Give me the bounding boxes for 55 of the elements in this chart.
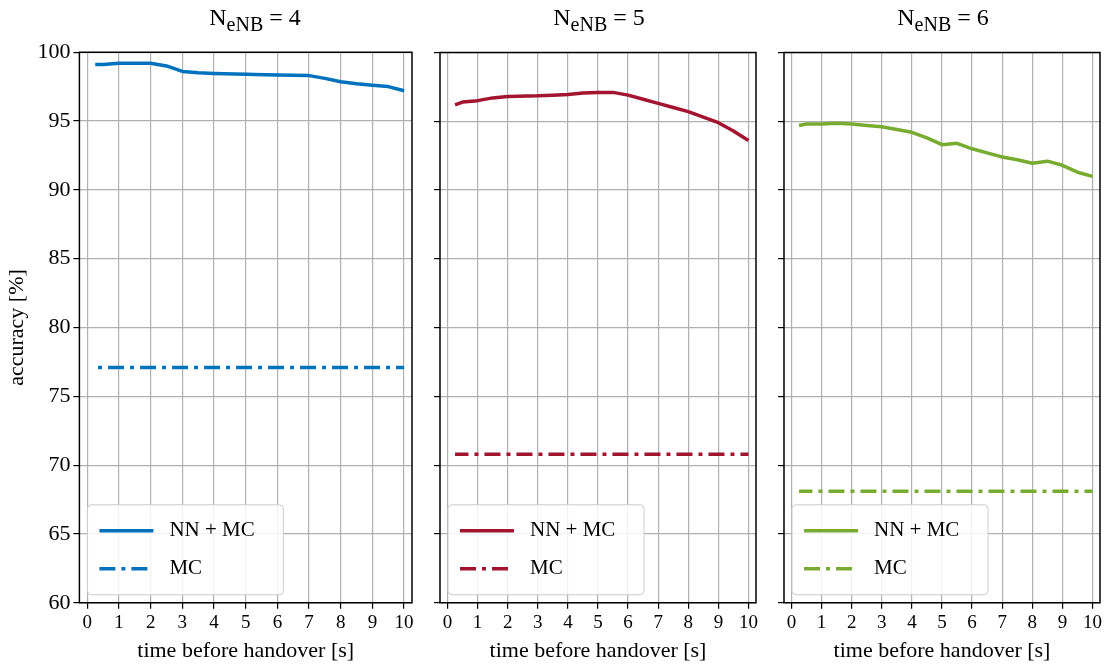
x-tick-label: 9	[1057, 611, 1068, 633]
legend-label: MC	[874, 555, 907, 580]
x-tick-label: 4	[563, 611, 574, 633]
y-tick-label: 95	[48, 106, 71, 132]
legend-label: NN + MC	[874, 517, 960, 542]
x-tick-label: 8	[1027, 611, 1038, 633]
chart-title: N$_{eNB}$ = 5	[552, 3, 646, 36]
y-tick-label: 100	[37, 37, 71, 63]
x-tick-label: 9	[713, 611, 724, 633]
x-tick-label: 3	[533, 611, 543, 633]
x-tick-label: 0	[442, 611, 453, 633]
x-tick-label: 4	[907, 611, 918, 633]
x-tick-label: 4	[209, 611, 220, 633]
x-axis-title: time before handover [s]	[137, 636, 355, 662]
x-tick-label: 1	[114, 611, 124, 633]
x-tick-label: 1	[816, 611, 827, 633]
x-tick-label: 6	[623, 611, 633, 633]
x-tick-label: 8	[683, 611, 694, 633]
x-axis-title: time before handover [s]	[833, 636, 1051, 662]
x-tick-label: 2	[846, 611, 857, 633]
x-tick-label: 6	[967, 611, 977, 633]
x-tick-label: 10	[394, 611, 414, 633]
legend-label: NN + MC	[169, 517, 255, 542]
x-tick-label: 3	[877, 611, 887, 633]
x-tick-label: 5	[937, 611, 947, 633]
x-tick-label: 0	[786, 611, 797, 633]
legend-label: NN + MC	[530, 517, 616, 542]
x-tick-label: 5	[240, 611, 251, 633]
x-tick-label: 10	[1082, 611, 1102, 633]
x-tick-label: 10	[738, 611, 758, 633]
x-tick-label: 6	[272, 611, 283, 633]
x-tick-label: 8	[335, 611, 346, 633]
x-tick-label: 7	[653, 611, 663, 633]
y-tick-label: 75	[48, 382, 71, 408]
chart-title: N$_{eNB}$ = 4	[208, 3, 302, 36]
x-tick-label: 1	[472, 611, 483, 633]
x-tick-label: 7	[997, 611, 1007, 633]
x-tick-label: 5	[593, 611, 603, 633]
x-tick-label: 2	[145, 611, 156, 633]
y-tick-label: 60	[48, 588, 71, 614]
chart-title: N$_{eNB}$ = 6	[896, 3, 990, 36]
legend-label: MC	[169, 555, 203, 580]
y-tick-label: 80	[48, 313, 71, 339]
legend-label: MC	[530, 555, 563, 580]
y-tick-label: 90	[48, 175, 71, 201]
y-tick-label: 70	[48, 450, 71, 476]
x-tick-label: 9	[367, 611, 378, 633]
x-tick-label: 2	[502, 611, 513, 633]
x-tick-label: 3	[177, 611, 188, 633]
x-axis-title: time before handover [s]	[489, 636, 707, 662]
y-axis-title: accuracy [%]	[2, 269, 28, 386]
y-tick-label: 65	[48, 519, 71, 545]
x-tick-label: 0	[82, 611, 93, 633]
x-tick-label: 7	[304, 611, 314, 633]
y-tick-label: 85	[48, 244, 71, 270]
